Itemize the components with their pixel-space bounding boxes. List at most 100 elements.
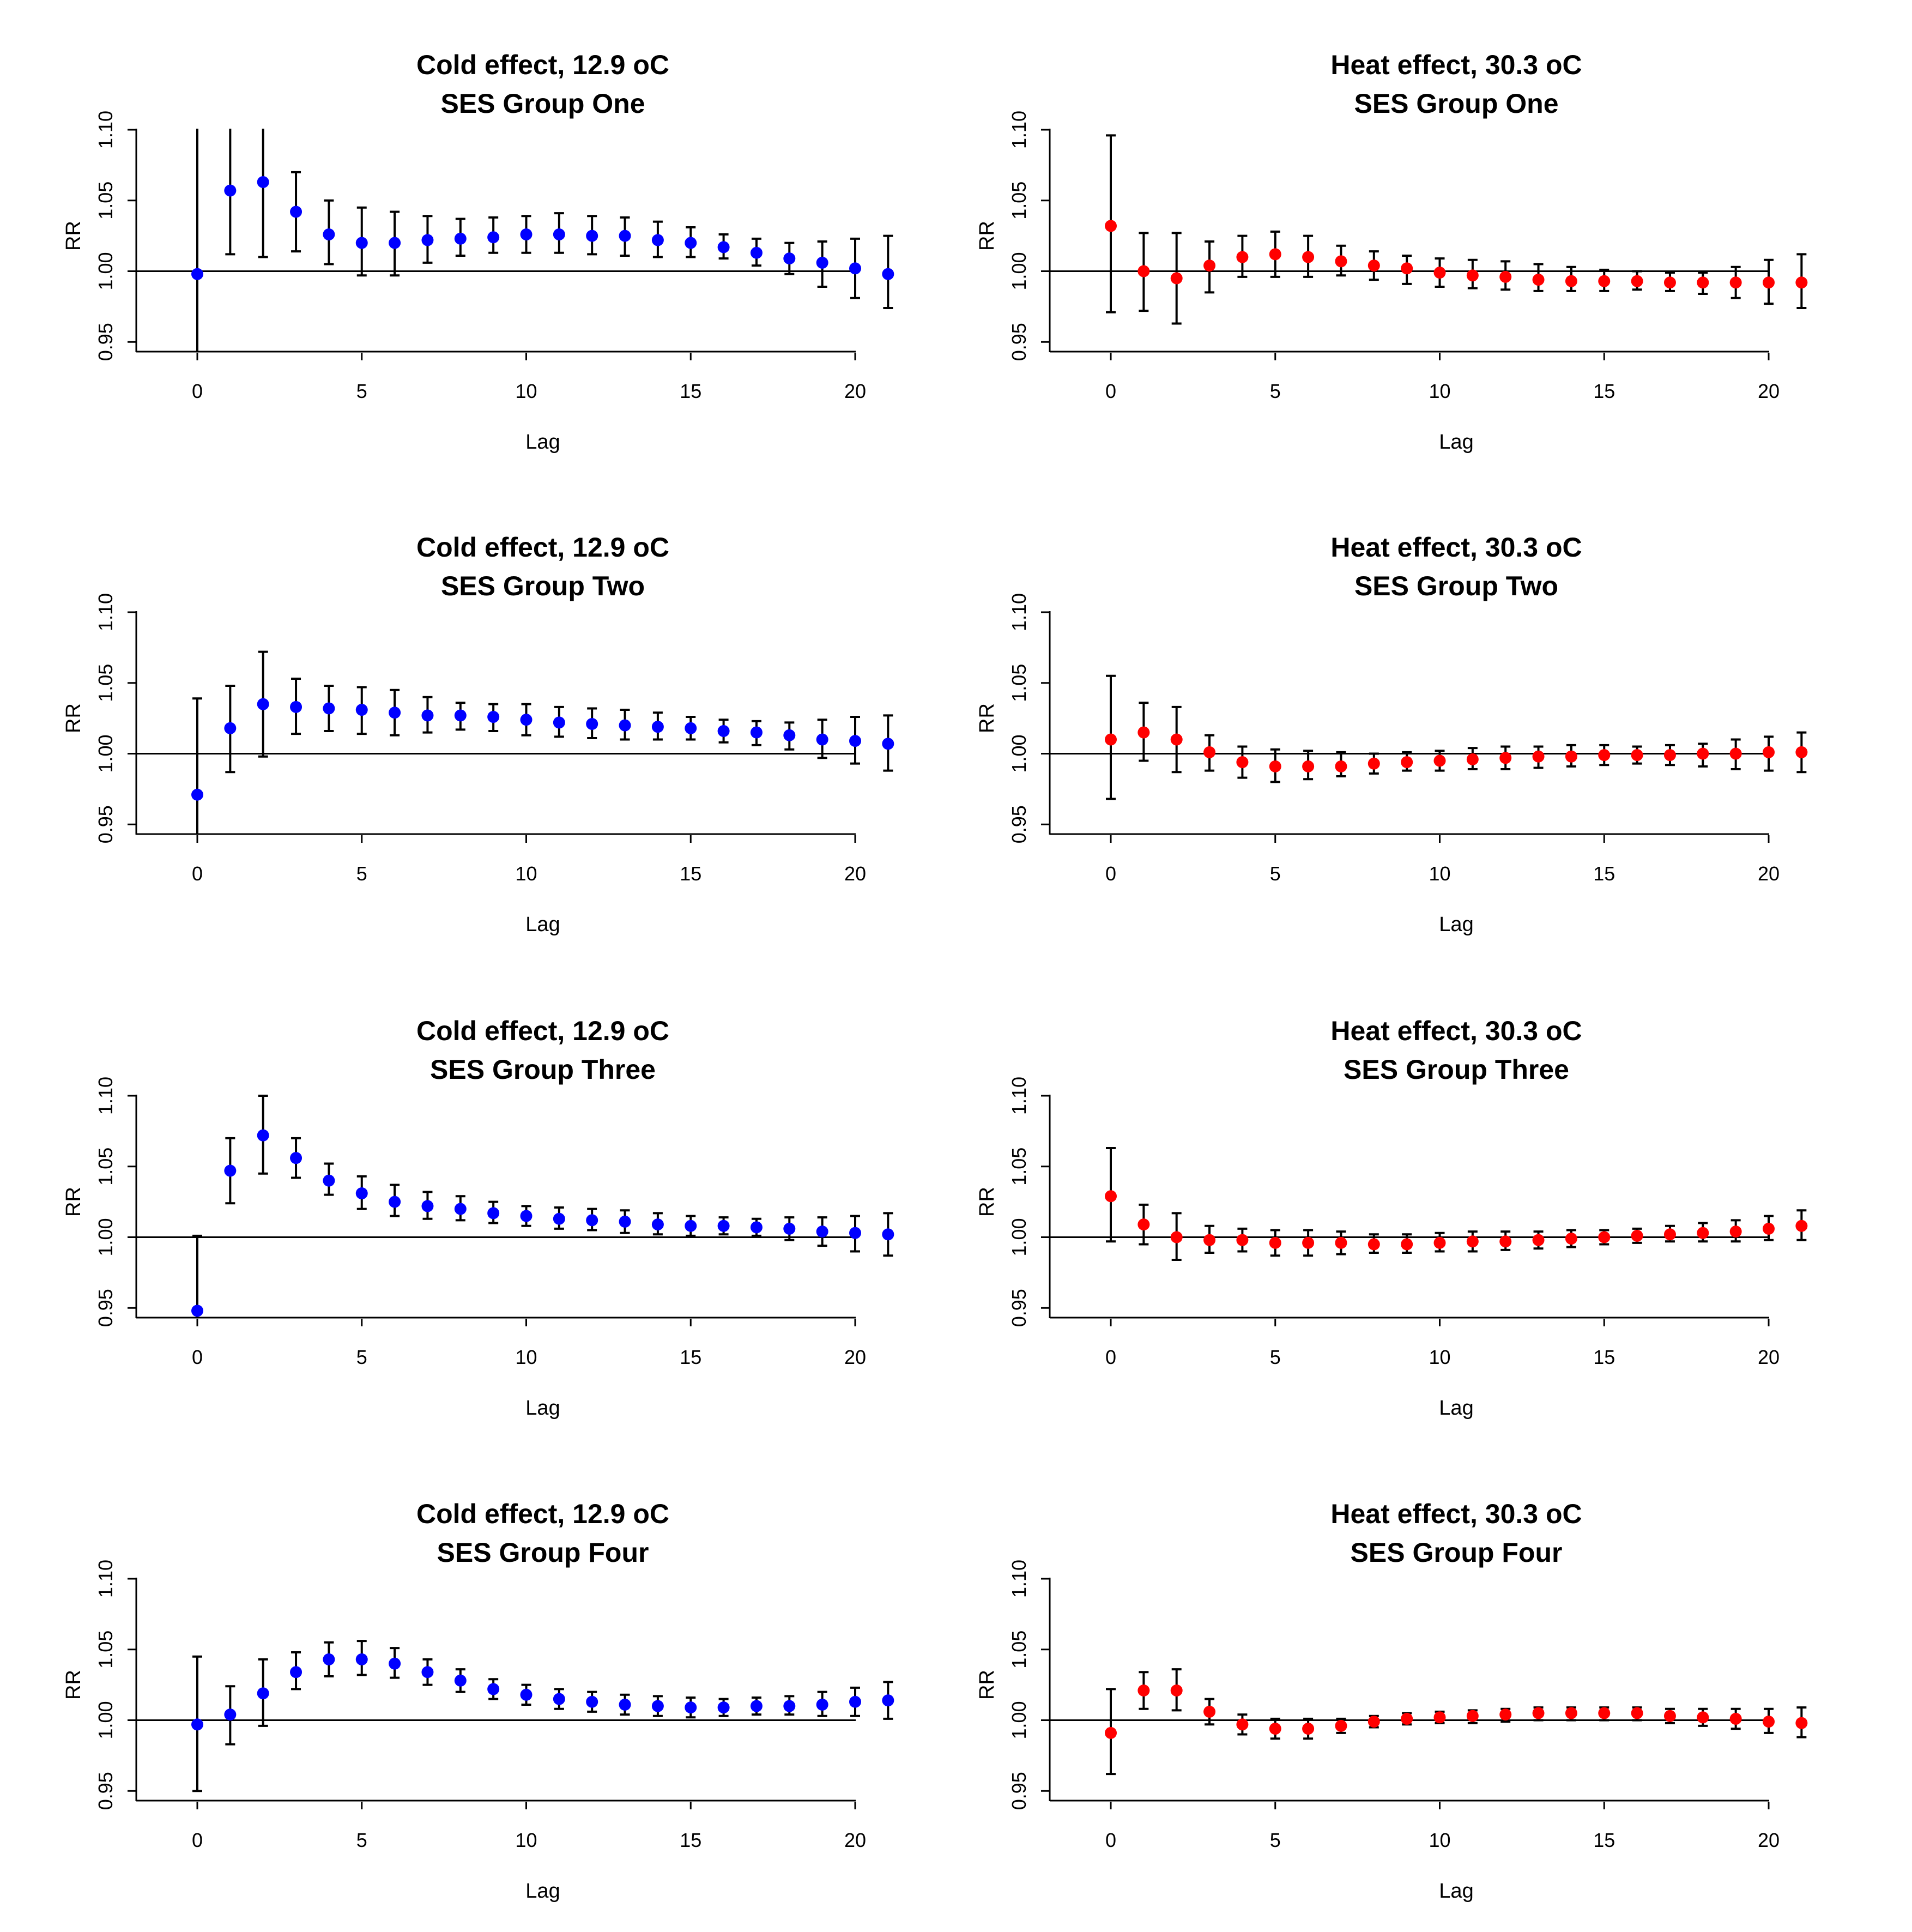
data-point xyxy=(1499,752,1512,764)
y-tick-label: 1.10 xyxy=(1008,1560,1030,1598)
y-tick-label: 1.05 xyxy=(1008,664,1030,702)
data-point xyxy=(1532,1707,1545,1719)
data-point xyxy=(1433,267,1446,279)
x-tick-label: 15 xyxy=(1593,862,1615,885)
data-point xyxy=(1105,1190,1117,1203)
data-point xyxy=(224,1708,237,1721)
data-point xyxy=(520,228,533,241)
data-point xyxy=(1203,259,1216,272)
x-tick-label: 15 xyxy=(1593,1346,1615,1368)
data-point xyxy=(717,1219,730,1232)
data-point xyxy=(1170,1685,1183,1697)
data-point xyxy=(1302,760,1315,772)
data-point xyxy=(257,176,269,189)
data-point xyxy=(816,733,828,746)
data-point xyxy=(1729,1225,1742,1238)
data-point xyxy=(1137,265,1150,277)
y-tick-label: 1.00 xyxy=(94,1218,117,1256)
data-point xyxy=(1729,747,1742,760)
data-point xyxy=(1631,275,1643,287)
data-point xyxy=(1137,1218,1150,1231)
data-point xyxy=(421,1666,434,1679)
data-point xyxy=(651,1218,664,1231)
data-point xyxy=(454,232,467,245)
data-point xyxy=(1795,746,1808,758)
data-point xyxy=(750,726,763,739)
data-point xyxy=(1598,1707,1611,1719)
data-point xyxy=(1729,1712,1742,1725)
data-point xyxy=(1663,276,1676,289)
y-tick-label: 1.10 xyxy=(1008,111,1030,149)
y-tick-label: 0.95 xyxy=(94,1289,117,1327)
data-point xyxy=(882,1228,894,1241)
data-point xyxy=(1269,1236,1281,1249)
data-point xyxy=(389,1196,401,1208)
data-point xyxy=(1335,1236,1347,1249)
data-point xyxy=(1105,220,1117,232)
data-point xyxy=(849,1227,861,1239)
x-tick-label: 5 xyxy=(1270,1829,1281,1851)
data-point xyxy=(553,716,565,729)
data-point xyxy=(1302,251,1315,263)
y-axis-label: RR xyxy=(976,1670,999,1700)
data-point xyxy=(290,1666,302,1679)
data-point xyxy=(619,1698,631,1711)
data-point xyxy=(1269,1723,1281,1735)
data-point xyxy=(1729,276,1742,289)
x-tick-label: 15 xyxy=(1593,1829,1615,1851)
data-point xyxy=(1302,1236,1315,1249)
data-point xyxy=(290,701,302,713)
y-tick-label: 1.05 xyxy=(1008,182,1030,220)
data-point xyxy=(783,1222,796,1235)
x-axis-label: Lag xyxy=(525,1397,560,1420)
y-tick-label: 0.95 xyxy=(94,323,117,361)
x-tick-label: 10 xyxy=(515,862,537,885)
y-tick-label: 1.10 xyxy=(1008,1077,1030,1115)
chart-subtitle: SES Group Four xyxy=(1351,1537,1563,1568)
x-tick-label: 15 xyxy=(1593,380,1615,402)
data-point xyxy=(355,237,368,249)
data-point xyxy=(882,1694,894,1707)
x-axis-label: Lag xyxy=(1439,1880,1473,1903)
data-point xyxy=(290,206,302,218)
data-point xyxy=(1663,1710,1676,1722)
panel-2-heat: Heat effect, 30.3 oC SES Group Two 0.95 1.0… xyxy=(976,532,1808,936)
data-point xyxy=(1499,1235,1512,1248)
chart-title: Heat effect, 30.3 oC xyxy=(1330,50,1582,80)
y-tick-label: 1.05 xyxy=(94,1631,117,1669)
chart-title: Heat effect, 30.3 oC xyxy=(1330,532,1582,563)
x-tick-label: 10 xyxy=(1429,862,1450,885)
data-point xyxy=(1795,276,1808,289)
y-tick-label: 1.00 xyxy=(94,1701,117,1739)
x-tick-label: 0 xyxy=(1105,380,1116,402)
data-point xyxy=(421,1200,434,1212)
data-point xyxy=(1137,726,1150,739)
data-point xyxy=(783,729,796,741)
data-point xyxy=(553,228,565,241)
y-tick-label: 1.05 xyxy=(1008,1631,1030,1669)
data-point xyxy=(1401,262,1413,275)
y-tick-label: 1.10 xyxy=(1008,593,1030,631)
data-point xyxy=(1598,1231,1611,1243)
data-point xyxy=(1763,746,1775,758)
data-point xyxy=(1466,1710,1479,1722)
data-point xyxy=(1565,1233,1577,1245)
data-point xyxy=(553,1693,565,1705)
chart-title: Cold effect, 12.9 oC xyxy=(416,50,669,80)
data-point xyxy=(257,1129,269,1142)
chart-subtitle: SES Group Two xyxy=(1354,571,1558,601)
data-point xyxy=(1269,760,1281,772)
x-axis-label: Lag xyxy=(1439,913,1473,936)
data-point xyxy=(1466,753,1479,765)
data-point xyxy=(1499,1708,1512,1721)
data-point xyxy=(619,719,631,732)
chart-title: Heat effect, 30.3 oC xyxy=(1330,1016,1582,1046)
data-point xyxy=(882,268,894,280)
data-point xyxy=(1368,757,1380,770)
data-point xyxy=(1433,1711,1446,1724)
chart-title: Cold effect, 12.9 oC xyxy=(416,532,669,563)
data-point xyxy=(783,1700,796,1712)
x-tick-label: 0 xyxy=(192,380,203,402)
x-tick-label: 5 xyxy=(1270,862,1281,885)
